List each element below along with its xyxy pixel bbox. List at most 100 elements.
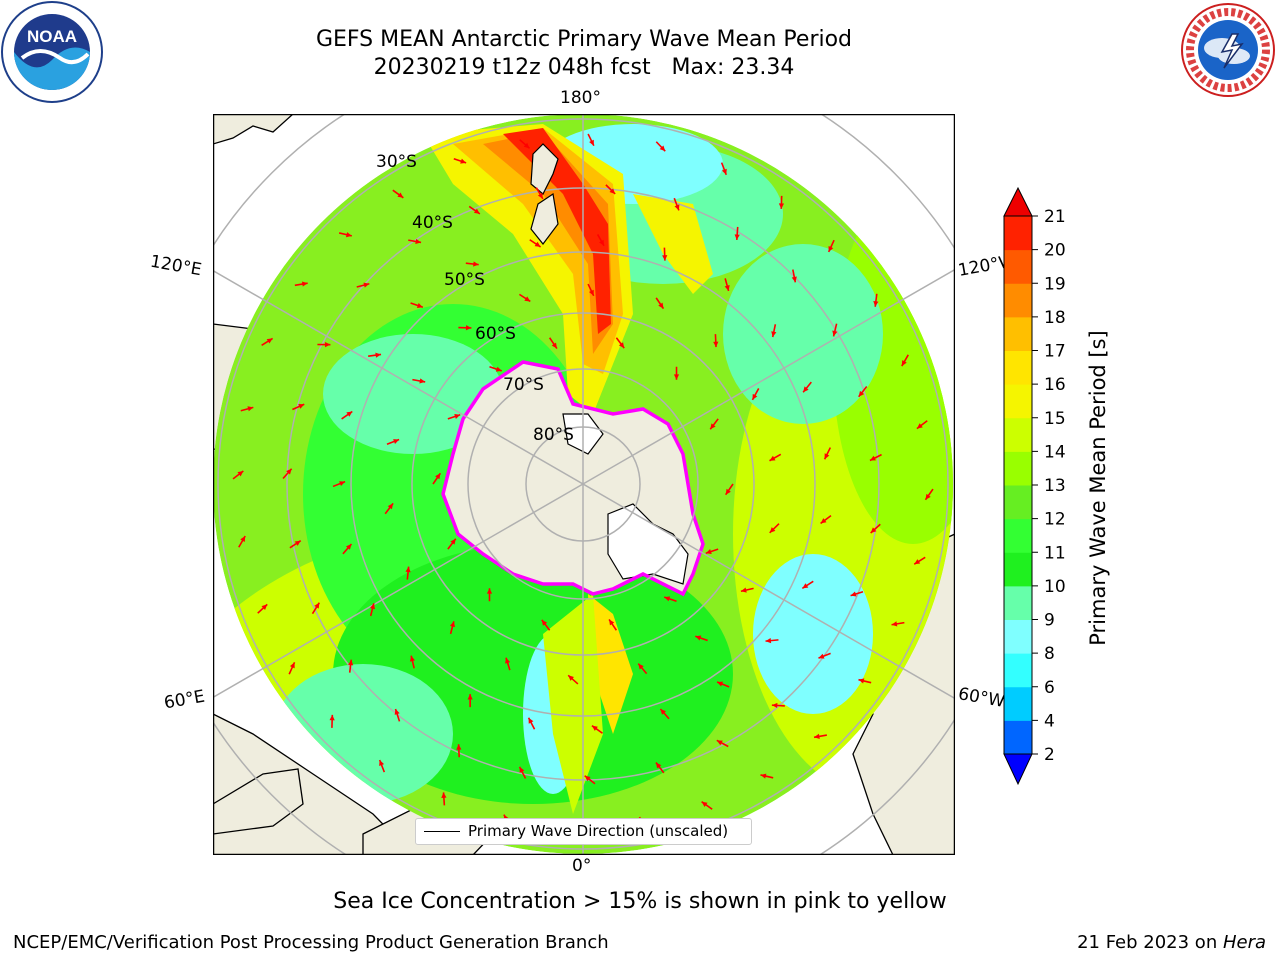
- colorbar-tick-label: 6: [1044, 678, 1055, 698]
- wave-arrow-head: [710, 423, 716, 430]
- colorbar-segment: [1004, 619, 1032, 654]
- lon-label-180: 180°: [560, 88, 601, 108]
- wave-arrow-head: [850, 591, 857, 597]
- colorbar-tick-label: 17: [1044, 342, 1066, 362]
- wave-arrow-head: [240, 535, 246, 542]
- colorbar-tick-label: 18: [1044, 308, 1066, 328]
- sea-ice-note: Sea Ice Concentration > 15% is shown in …: [333, 889, 947, 914]
- wave-arrow-head: [346, 411, 353, 417]
- colorbar-tick-label: 4: [1044, 711, 1055, 731]
- wave-arrow-head: [778, 203, 785, 209]
- wave-arrow-head: [664, 596, 671, 602]
- footer-date-text: 21 Feb 2023 on: [1077, 932, 1223, 953]
- wave-arrow-head: [760, 773, 767, 779]
- colorbar-tick-label: 19: [1044, 274, 1066, 294]
- wave-arrow-head: [705, 549, 712, 554]
- wave-arrow-head: [824, 453, 830, 460]
- wave-arrow-head: [568, 675, 574, 681]
- wave-arrow-head: [523, 142, 530, 149]
- wave-arrow-head: [363, 282, 370, 288]
- wave-arrow-head: [289, 662, 295, 669]
- wave-arrow-head: [869, 455, 876, 461]
- wave-arrow-head: [298, 404, 305, 409]
- colorbar: 2 4 6 8 9 10 11 12 13 14 15 16 17 18 19 20 21: [1003, 186, 1066, 786]
- colorbar-tick-label: 13: [1044, 476, 1066, 496]
- colorbar-label: Primary Wave Mean Period [s]: [1086, 330, 1110, 646]
- legend-line-swatch: [424, 831, 460, 832]
- colorbar-segment: [1004, 720, 1032, 755]
- wave-arrow-head: [701, 801, 708, 807]
- wave-arrow-head: [415, 238, 422, 245]
- colorbar-tick-label: 9: [1044, 611, 1055, 631]
- wave-arrow-head: [662, 255, 668, 261]
- sea-ice-edge: [441, 360, 705, 597]
- wave-arrow-head: [695, 635, 702, 641]
- wave-arrow-head: [765, 638, 772, 644]
- wave-arrow-head: [734, 234, 740, 240]
- wave-direction-arrows: [232, 133, 934, 835]
- colorbar-tick-label: 12: [1044, 510, 1066, 530]
- lat-label-60s: 60°S: [475, 324, 516, 344]
- nws-logo-icon: [1181, 3, 1275, 97]
- wave-arrow-head: [916, 423, 923, 429]
- colorbar-segment: [1004, 485, 1032, 520]
- wave-arrow-head: [456, 744, 462, 750]
- wave-arrow-head: [537, 192, 543, 199]
- wave-arrow-head: [609, 619, 615, 626]
- colorbar-segment: [1004, 518, 1032, 553]
- wave-arrow-head: [473, 261, 479, 267]
- map-legend: Primary Wave Direction (unscaled): [415, 818, 752, 845]
- wave-arrow-head: [820, 518, 827, 524]
- colorbar-tick-label: 11: [1044, 543, 1066, 563]
- colorbar-segment: [1004, 552, 1032, 587]
- colorbar-segment: [1004, 585, 1032, 620]
- wave-arrow-head: [435, 473, 441, 480]
- lat-label-80s: 80°S: [533, 425, 574, 445]
- wave-arrow-head: [416, 303, 423, 308]
- wave-arrow-head: [591, 725, 598, 731]
- wave-arrow-head: [724, 285, 730, 291]
- wave-arrow-head: [345, 543, 352, 550]
- wave-arrow-head: [659, 145, 666, 152]
- wave-arrow-head: [397, 192, 404, 198]
- lon-label-60w: 60°W: [956, 684, 1007, 712]
- wave-arrow-head: [791, 276, 797, 283]
- footer-host: Hera: [1222, 932, 1266, 953]
- wave-arrow-head: [584, 775, 591, 782]
- wave-arrow-head: [324, 341, 331, 348]
- wave-arrow-head: [345, 232, 352, 238]
- wave-arrow-head: [589, 289, 594, 296]
- lat-label-40s: 40°S: [412, 213, 453, 233]
- wave-arrow-head: [769, 527, 776, 533]
- colorbar-tick-label: 2: [1044, 745, 1055, 765]
- wave-arrow-head: [394, 708, 400, 715]
- wave-arrow-head: [721, 168, 727, 175]
- wave-arrow-head: [409, 655, 415, 662]
- wave-arrow-head: [740, 587, 747, 593]
- wave-arrow-head: [814, 733, 820, 739]
- wave-arrow-head: [716, 740, 723, 746]
- wave-arrow-head: [467, 694, 473, 700]
- wave-arrow-head: [314, 602, 320, 609]
- wave-arrow-head: [891, 621, 898, 627]
- wave-arrow-head: [339, 481, 346, 487]
- wave-arrow-head: [266, 338, 273, 344]
- lat-label-50s: 50°S: [444, 270, 485, 290]
- wave-arrow-head: [551, 342, 557, 349]
- wave-arrow-head: [387, 503, 394, 510]
- wave-arrow-head: [541, 619, 548, 626]
- wave-arrow-head: [914, 559, 921, 565]
- wave-arrow-head: [674, 204, 680, 211]
- wave-arrow-head: [769, 455, 776, 461]
- legend-label: Primary Wave Direction (unscaled): [468, 822, 729, 840]
- wave-arrow-head: [818, 653, 825, 659]
- wave-arrow-head: [638, 663, 644, 670]
- colorbar-tick-label: 14: [1044, 442, 1066, 462]
- colorbar-tick-label: 8: [1044, 644, 1055, 664]
- wave-arrow-head: [286, 468, 292, 475]
- noaa-logo-icon: NOAA: [1, 1, 103, 103]
- wave-arrow-head: [925, 493, 931, 500]
- wave-arrow-head: [832, 330, 838, 337]
- colorbar-segment: [1004, 350, 1032, 385]
- lon-label-120e: 120°E: [148, 251, 204, 281]
